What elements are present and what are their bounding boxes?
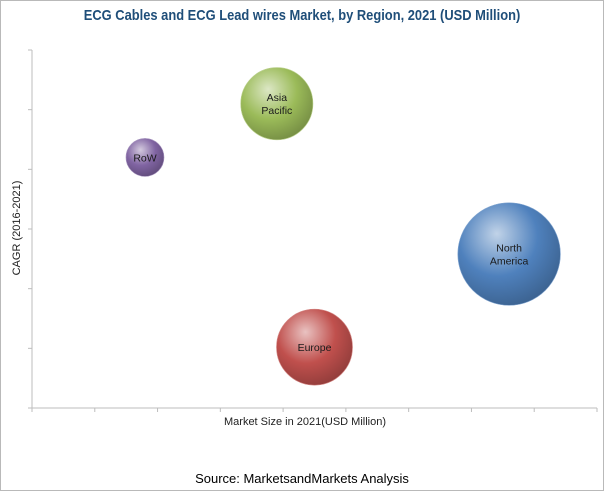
chart-title: ECG Cables and ECG Lead wires Market, by… bbox=[83, 7, 521, 24]
source-note: Source: MarketsandMarkets Analysis bbox=[195, 471, 409, 486]
bubble-row bbox=[125, 138, 165, 177]
bubble-label: Pacific bbox=[261, 105, 292, 117]
bubble-europe bbox=[276, 308, 353, 386]
bubble-label: North bbox=[496, 243, 522, 255]
bubble-group-europe: Europe bbox=[276, 308, 353, 386]
y-axis-label: CAGR (2016-2021) bbox=[11, 180, 23, 276]
bubble-label: America bbox=[490, 256, 529, 268]
bubble-group-row: RoW bbox=[125, 138, 165, 177]
bubble-label: Europe bbox=[298, 342, 332, 354]
bubble-asia-pacific bbox=[240, 67, 314, 141]
axes bbox=[28, 49, 598, 412]
x-axis-label: Market Size in 2021(USD Million) bbox=[224, 416, 386, 428]
bubble-label: Asia bbox=[267, 92, 288, 104]
bubble-label: RoW bbox=[133, 152, 156, 164]
bubble-north-america bbox=[457, 202, 561, 306]
